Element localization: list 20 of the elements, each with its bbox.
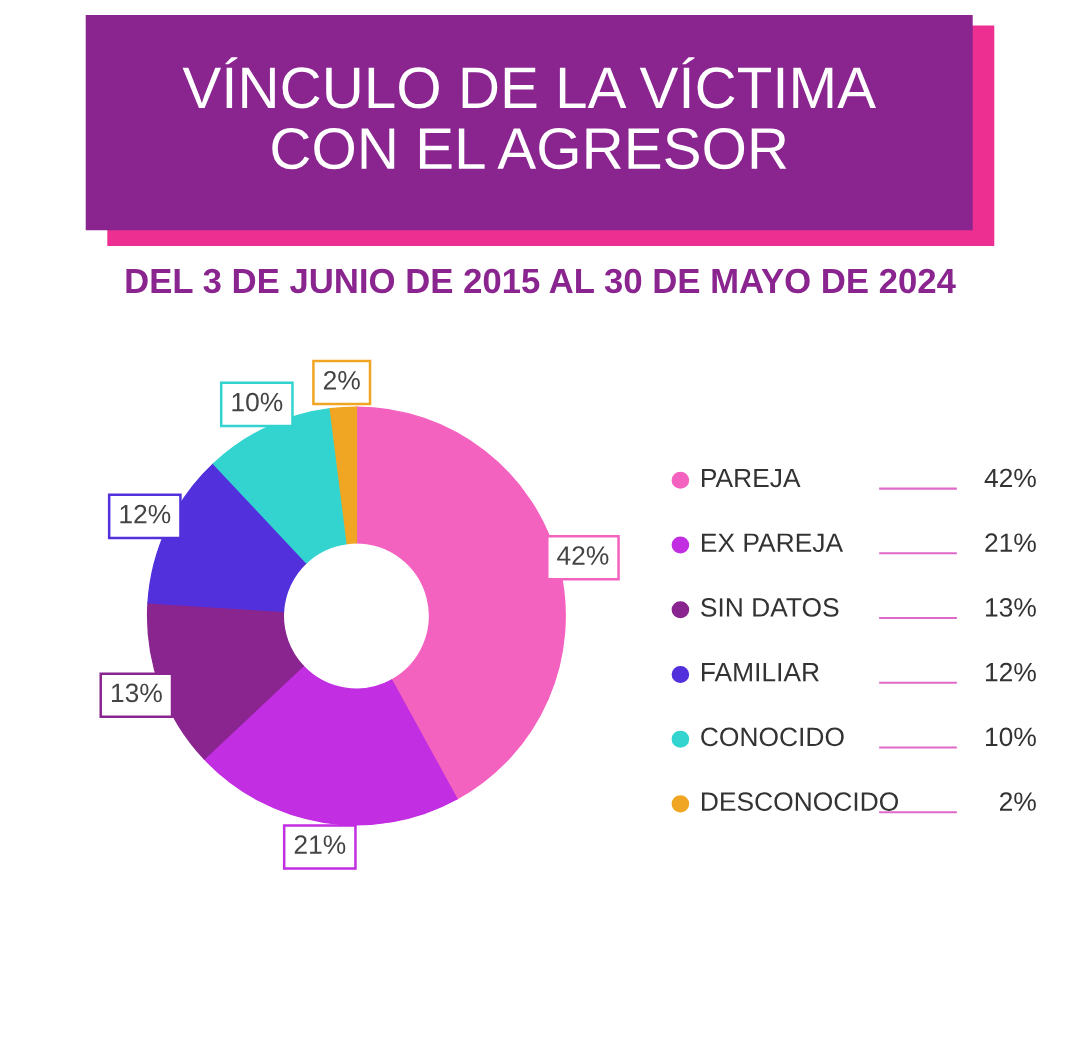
data-label: 2%: [323, 370, 360, 390]
chart-title: VÍNCULO DE LA VÍCTIMA CON EL AGRESOR: [182, 57, 876, 170]
legend-label: DESCONOCIDO: [702, 792, 898, 811]
text: 13%: [986, 598, 1036, 617]
text: 21%: [985, 533, 1036, 552]
chart-subtitle: DEL 3 DE JUNIO DE 2015 AL 30 DE MAYO DE 2024: [126, 268, 956, 294]
data-label: 13%: [111, 683, 162, 703]
data-label: 21%: [294, 835, 346, 854]
text: 12%: [986, 662, 1036, 682]
text: 42%: [984, 468, 1036, 488]
data-label: 12%: [120, 504, 171, 524]
legend-label: SIN DATOS: [701, 598, 839, 617]
legend-label: PAREJA: [702, 468, 801, 488]
text: 10%: [986, 727, 1036, 747]
legend-label: EX PAREJA: [702, 533, 844, 553]
text: 2%: [999, 792, 1036, 811]
data-label: 42%: [557, 546, 609, 565]
legend-label: CONOCIDO: [701, 727, 844, 747]
legend-label: FAMILIAR: [702, 663, 819, 682]
data-label: 10%: [232, 392, 283, 412]
